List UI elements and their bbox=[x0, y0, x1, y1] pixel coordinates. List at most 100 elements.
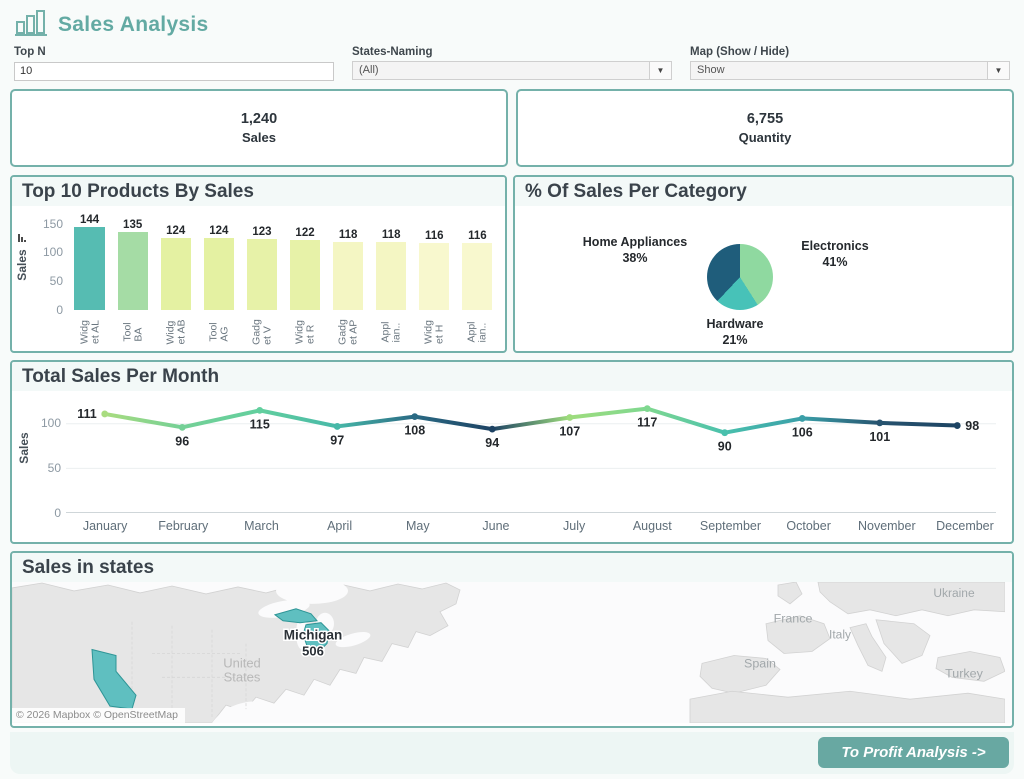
bar[interactable] bbox=[203, 238, 234, 310]
bar-column: 123 bbox=[240, 210, 283, 310]
bar-chart-x-axis: Widg et AL Tool BA Widg et AB Tool AG Gadg et V Wi… bbox=[68, 312, 499, 351]
bar[interactable] bbox=[117, 232, 148, 310]
italy-label: Italy bbox=[829, 627, 851, 641]
line-value-label: 111 bbox=[77, 406, 97, 420]
bar-column: 144 bbox=[68, 210, 111, 310]
y-tick-label: 0 bbox=[54, 505, 61, 520]
line-point[interactable] bbox=[256, 406, 264, 414]
pie-label-pct: 41% bbox=[822, 254, 848, 269]
kpi-quantity: 6,755 Quantity bbox=[516, 88, 1014, 167]
bar-x-label: Tool BA bbox=[121, 321, 144, 342]
month-label: March bbox=[244, 518, 279, 533]
france-label: France bbox=[774, 611, 813, 625]
states-naming-value: (All) bbox=[359, 64, 379, 76]
michigan-label: Michigan bbox=[284, 627, 342, 642]
line-value-label: 101 bbox=[869, 429, 890, 443]
line-value-label: 115 bbox=[250, 417, 270, 431]
month-label: January bbox=[82, 518, 128, 533]
line-value-label: 117 bbox=[637, 415, 657, 429]
line-value-label: 108 bbox=[404, 423, 425, 437]
pie-label-hardware: Hardware 21% bbox=[675, 316, 795, 348]
line-value-label: 107 bbox=[559, 424, 580, 438]
line-value-label: 97 bbox=[330, 433, 344, 447]
month-label: November bbox=[857, 518, 916, 533]
bar[interactable] bbox=[289, 239, 321, 310]
line-point[interactable] bbox=[876, 418, 884, 426]
bar-value-label: 118 bbox=[338, 228, 358, 241]
footer-bar: To Profit Analysis -> bbox=[10, 731, 1014, 774]
bar[interactable] bbox=[462, 243, 493, 310]
bar[interactable] bbox=[160, 238, 191, 310]
to-profit-analysis-button[interactable]: To Profit Analysis -> bbox=[818, 736, 1009, 768]
line-chart-plot[interactable]: 111 96 115 97 108 94 107 117 90 106 101 98 bbox=[66, 397, 996, 513]
top-n-input[interactable] bbox=[14, 61, 334, 81]
pie-chart[interactable] bbox=[707, 243, 773, 310]
bar[interactable] bbox=[376, 241, 407, 310]
chevron-down-icon[interactable]: ▼ bbox=[987, 62, 1009, 79]
world-map[interactable]: United States Ukraine France Italy Spain… bbox=[12, 577, 1006, 723]
bar-value-label: 116 bbox=[468, 230, 487, 242]
michigan-upper-shape[interactable] bbox=[273, 607, 318, 623]
us-label-line1: United bbox=[223, 655, 261, 670]
bar-column: 116 bbox=[413, 210, 456, 310]
y-tick-label: 150 bbox=[42, 216, 63, 231]
line-point[interactable] bbox=[798, 414, 806, 422]
bar-chart-y-axis-label: Sales bbox=[15, 248, 29, 281]
bar-column: 135 bbox=[111, 210, 154, 310]
sales-line[interactable] bbox=[104, 406, 958, 435]
line-point[interactable] bbox=[333, 422, 341, 430]
line-chart-y-axis-label: Sales bbox=[17, 431, 31, 464]
california-shape[interactable] bbox=[91, 648, 137, 710]
bar-column: 118 bbox=[370, 210, 413, 310]
line-value-label: 106 bbox=[792, 425, 813, 439]
y-tick-label: 50 bbox=[49, 273, 63, 288]
month-label: October bbox=[786, 518, 831, 533]
bar-value-label: 144 bbox=[79, 213, 100, 226]
page-title: Sales Analysis bbox=[58, 13, 209, 36]
line-point[interactable] bbox=[643, 404, 651, 412]
line-value-label: 98 bbox=[965, 419, 979, 433]
sort-icon[interactable] bbox=[18, 233, 26, 242]
states-naming-dropdown[interactable]: (All) ▼ bbox=[352, 61, 672, 80]
line-point[interactable] bbox=[178, 423, 186, 431]
line-point[interactable] bbox=[488, 425, 496, 433]
pie-label-text: Home Appliances bbox=[582, 234, 688, 249]
bar-x-label: Widg et AB bbox=[164, 318, 187, 345]
bar[interactable] bbox=[246, 238, 277, 310]
bar[interactable] bbox=[333, 241, 364, 310]
line-chart-title: Total Sales Per Month bbox=[12, 361, 1012, 391]
chevron-down-icon[interactable]: ▼ bbox=[649, 62, 671, 79]
map-toggle-value: Show bbox=[697, 64, 725, 76]
line-point[interactable] bbox=[721, 428, 729, 436]
month-label: May bbox=[405, 518, 430, 533]
map-toggle-dropdown[interactable]: Show ▼ bbox=[690, 61, 1010, 80]
line-chart-x-axis: January February March April May June July Augu… bbox=[66, 515, 1004, 537]
line-point[interactable] bbox=[411, 412, 419, 420]
bar-column: 124 bbox=[197, 210, 240, 310]
month-label: February bbox=[158, 518, 209, 533]
bar-chart-title: Top 10 Products By Sales bbox=[12, 176, 505, 206]
bar-column: 116 bbox=[456, 210, 499, 310]
line-point[interactable] bbox=[101, 410, 109, 417]
map-toggle-label: Map (Show / Hide) bbox=[690, 46, 790, 58]
kpi-quantity-value: 6,755 bbox=[746, 110, 784, 127]
line-point[interactable] bbox=[953, 421, 961, 429]
map-attribution[interactable]: © 2026 Mapbox © OpenStreetMap bbox=[12, 707, 185, 723]
bar[interactable] bbox=[74, 226, 105, 310]
pie-label-pct: 21% bbox=[722, 332, 748, 347]
bar[interactable] bbox=[419, 243, 450, 310]
bar-value-label: 124 bbox=[166, 225, 186, 238]
map-viewport[interactable]: United States Ukraine France Italy Spain… bbox=[12, 577, 1012, 723]
y-tick-label: 100 bbox=[42, 245, 63, 260]
bar-value-label: 122 bbox=[295, 226, 315, 239]
michigan-shape[interactable] bbox=[302, 621, 330, 652]
line-point[interactable] bbox=[566, 413, 574, 421]
pie-label-electronics: Electronics 41% bbox=[785, 238, 885, 270]
spain-label: Spain bbox=[744, 656, 776, 670]
michigan-value-label: 506 bbox=[302, 643, 324, 658]
bar-x-label: Widg et AL bbox=[78, 319, 101, 344]
month-label: June bbox=[482, 518, 510, 533]
bar-value-label: 135 bbox=[123, 219, 143, 232]
y-tick-label: 100 bbox=[40, 416, 61, 431]
filter-top-n: Top N bbox=[14, 46, 334, 81]
